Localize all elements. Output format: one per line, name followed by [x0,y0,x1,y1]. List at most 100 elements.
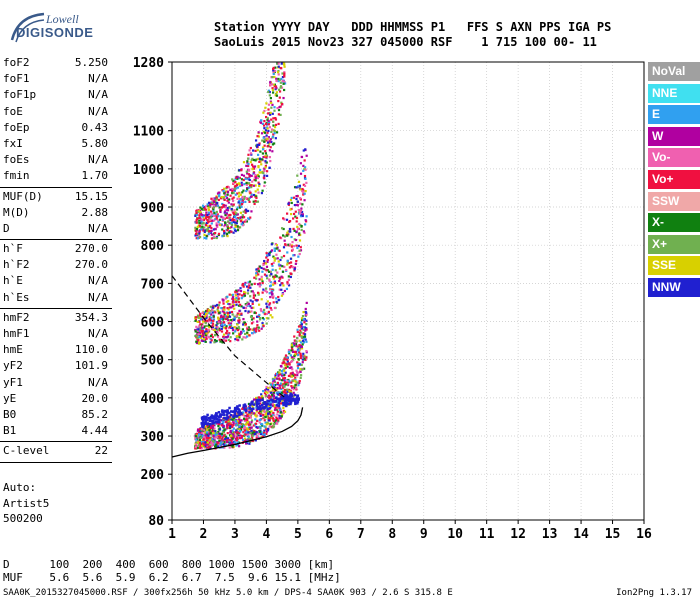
echo-point [197,316,200,319]
echo-point [290,245,293,248]
echo-point-nnw [249,403,252,406]
echo-point [206,218,209,222]
echo-point [252,184,255,187]
echo-point [282,96,285,100]
echo-point [279,386,282,390]
echo-point [246,160,249,163]
echo-point [213,200,216,204]
echo-point [298,381,301,385]
echo-point [196,446,200,449]
echo-point [301,355,304,358]
echo-point [262,156,265,159]
echo-point [238,199,241,203]
echo-point [263,416,266,419]
y-tick-label: 1100 [133,125,164,140]
echo-point [217,215,220,218]
echo-point [258,430,262,433]
echo-point [215,435,218,439]
echo-point [252,398,256,401]
echo-point [262,413,265,416]
echo-point [232,299,235,302]
echo-point [219,210,222,214]
echo-point [236,213,239,216]
echo-point [203,315,207,318]
echo-point [231,329,235,332]
echo-point [276,393,280,396]
echo-point [284,354,288,357]
echo-point [196,336,199,340]
echo-point [297,363,300,366]
param-value: 270.0 [74,242,108,256]
echo-point [291,372,294,375]
echo-point [220,437,223,441]
echo-point [269,413,272,416]
echo-point [238,316,241,320]
echo-point [278,391,281,394]
param-row-foF1p: foF1p N/A [0,88,112,104]
y-tick-label: 1000 [133,163,164,178]
echo-point [279,373,282,376]
echo-point [199,443,203,446]
echo-point [269,138,272,141]
echo-point [212,214,216,218]
echo-point [286,356,289,359]
echo-point [239,287,242,290]
echo-point [242,295,245,298]
echo-point [300,321,303,324]
echo-point [207,230,211,233]
parameter-list: foF2 5.250 foF1 N/A foF1p N/A foE N/A foEp 0.43 fx… [0,56,112,465]
echo-point [220,327,223,330]
echo-point [265,274,268,277]
echo-point [303,333,307,336]
echo-point [260,396,264,399]
echo-point [210,316,213,319]
echo-point [255,299,258,302]
echo-point [199,217,203,221]
echo-point-nnw [230,410,233,413]
echo-point [207,228,210,231]
echo-point [299,368,302,371]
echo-point [287,350,290,354]
y-tick-label: 600 [141,316,165,331]
echo-point [205,221,208,225]
echo-point [267,419,270,422]
echo-point [258,316,262,320]
param-name: hmF2 [3,310,30,324]
echo-point [260,163,263,166]
x-tick-label: 5 [294,527,302,542]
echo-point [283,72,286,75]
echo-point [224,204,227,207]
echo-point [283,367,286,370]
echo-point [209,341,212,344]
echo-point [261,281,264,285]
echo-point [290,385,293,388]
echo-point [216,445,220,448]
echo-point [209,224,212,228]
echo-point [291,379,294,383]
echo-point-nnw [278,399,282,403]
echo-point [297,180,301,183]
echo-point [293,238,296,241]
echo-point [280,62,283,65]
param-separator [0,441,112,443]
echo-point-nnw [252,403,256,406]
echo-point [207,311,210,314]
echo-point [270,243,273,246]
echo-point [278,106,281,109]
echo-point [195,219,198,222]
param-name: D [3,221,10,235]
echo-point [222,217,226,220]
echo-point [297,208,301,212]
echo-point [240,436,243,439]
echo-point [203,441,206,444]
echo-point [229,425,232,428]
echo-point [199,212,203,215]
echo-point [261,189,264,192]
echo-point [201,215,204,218]
echo-point [248,310,252,314]
echo-point [293,266,297,269]
muf-table: D 100 200 400 600 800 1000 1500 3000 [km… [3,558,341,584]
echo-point [265,322,268,325]
echo-point [232,332,235,335]
echo-point [252,149,255,152]
